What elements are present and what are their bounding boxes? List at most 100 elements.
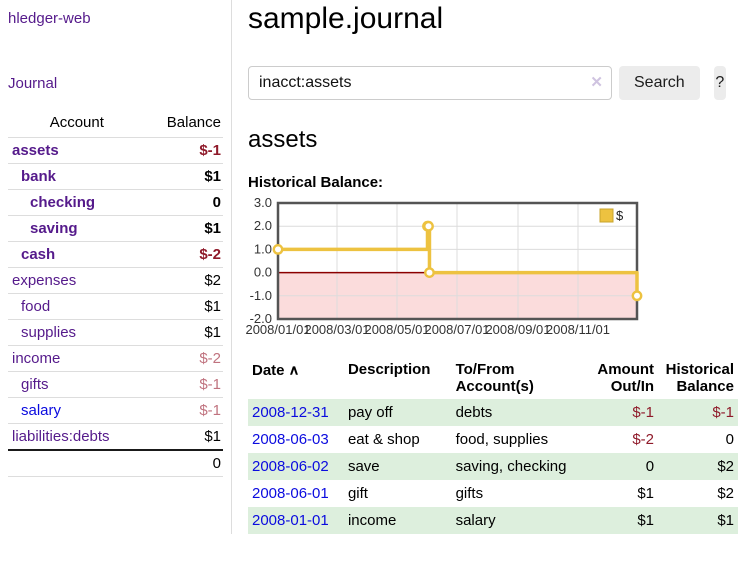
account-balance: $-1 xyxy=(145,397,223,424)
accounts-rows: assets $-1 bank $1 checking 0 saving $1 … xyxy=(8,137,223,451)
account-balance: $1 xyxy=(145,293,223,320)
transaction-accounts: salary xyxy=(455,512,496,529)
search-bar: ✕ Search ? xyxy=(248,66,726,100)
accounts-header-account: Account xyxy=(8,110,146,138)
account-balance: $1 xyxy=(145,163,223,190)
register-rows: 2008-12-31 pay off debts $-1 $-1 2008-06… xyxy=(248,399,738,534)
account-link[interactable]: expenses xyxy=(12,272,77,289)
clear-search-icon[interactable]: ✕ xyxy=(590,74,603,91)
transaction-date-link[interactable]: 2008-12-31 xyxy=(252,404,329,421)
svg-text:3.0: 3.0 xyxy=(254,195,272,210)
account-balance: $2 xyxy=(145,267,223,294)
transaction-accounts: gifts xyxy=(455,485,484,502)
transaction-accounts: food, supplies xyxy=(455,431,549,448)
help-button[interactable]: ? xyxy=(713,66,726,100)
svg-text:-1.0: -1.0 xyxy=(250,288,272,303)
historical-balance-chart[interactable]: $3.0 2.0 1.0 0.0 -1.0 -2.0 2008/01/01 2008/03/0… xyxy=(245,195,726,343)
account-link[interactable]: salary xyxy=(21,402,62,419)
account-row: supplies $1 xyxy=(8,319,223,346)
accounts-header-row: Account Balance xyxy=(8,110,223,138)
register-header-row: Date ∧ Description To/From Account(s) Amo… xyxy=(248,357,738,399)
register-header-date[interactable]: Date ∧ xyxy=(252,362,300,379)
account-row: liabilities:debts $1 xyxy=(8,424,223,451)
account-link[interactable]: saving xyxy=(30,220,78,237)
register-header-description: Description xyxy=(347,361,431,378)
transaction-date-link[interactable]: 2008-06-03 xyxy=(252,431,329,448)
account-link[interactable]: cash xyxy=(21,246,56,263)
account-heading: assets xyxy=(248,126,318,153)
account-row: saving $1 xyxy=(8,215,223,242)
register-table: Date ∧ Description To/From Account(s) Amo… xyxy=(248,357,738,534)
account-link[interactable]: bank xyxy=(21,168,57,185)
account-row: salary $-1 xyxy=(8,397,223,424)
table-row: 2008-06-03 eat & shop food, supplies $-2… xyxy=(248,426,738,453)
transaction-date-link[interactable]: 2008-06-02 xyxy=(252,458,329,475)
account-row: assets $-1 xyxy=(8,137,223,164)
account-row: cash $-2 xyxy=(8,241,223,268)
transaction-balance: $-1 xyxy=(712,404,734,421)
svg-text:2.0: 2.0 xyxy=(254,218,272,233)
transaction-balance: 0 xyxy=(725,431,734,448)
account-balance: $-2 xyxy=(145,241,223,268)
account-row: bank $1 xyxy=(8,163,223,190)
svg-text:$: $ xyxy=(616,208,624,223)
register-header-balance: Historical Balance xyxy=(665,361,734,395)
table-row: 2008-06-01 gift gifts $1 $2 xyxy=(248,480,738,507)
search-field-wrap: ✕ xyxy=(248,66,612,100)
transaction-amount: $1 xyxy=(637,512,655,529)
transaction-amount: $-1 xyxy=(632,404,655,421)
account-link[interactable]: food xyxy=(21,298,51,315)
svg-text:1.0: 1.0 xyxy=(254,241,272,256)
accounts-header-balance: Balance xyxy=(145,110,223,138)
transaction-description: save xyxy=(347,458,380,475)
transaction-date-link[interactable]: 2008-01-01 xyxy=(252,512,329,529)
transaction-description: eat & shop xyxy=(347,431,420,448)
svg-text:2008/11/01: 2008/11/01 xyxy=(546,322,610,337)
transaction-description: income xyxy=(347,512,397,529)
transaction-date-link[interactable]: 2008-06-01 xyxy=(252,485,329,502)
search-button[interactable]: Search xyxy=(619,66,700,100)
account-link[interactable]: supplies xyxy=(21,324,77,341)
account-link[interactable]: gifts xyxy=(21,376,49,393)
table-row: 2008-06-02 save saving, checking 0 $2 xyxy=(248,453,738,480)
chart-title: Historical Balance: xyxy=(248,174,384,191)
account-balance: $-1 xyxy=(145,371,223,398)
account-balance: $1 xyxy=(145,215,223,242)
transaction-amount: $1 xyxy=(637,485,655,502)
transaction-balance: $2 xyxy=(717,485,734,502)
sort-asc-icon: ∧ xyxy=(288,362,300,379)
register-header-account: To/From Account(s) xyxy=(455,361,534,395)
transaction-amount: $-2 xyxy=(632,431,655,448)
sidebar-item-journal[interactable]: Journal xyxy=(8,75,58,92)
transaction-accounts: debts xyxy=(455,404,493,421)
account-balance: $-2 xyxy=(145,345,223,372)
transaction-description: pay off xyxy=(347,404,393,421)
svg-text:2008/05/01: 2008/05/01 xyxy=(364,322,429,337)
register-header-amount: Amount Out/In xyxy=(597,361,655,395)
account-row: food $1 xyxy=(8,293,223,320)
table-row: 2008-01-01 income salary $1 $1 xyxy=(248,507,738,534)
svg-text:-2.0: -2.0 xyxy=(250,311,272,326)
transaction-balance: $1 xyxy=(717,512,734,529)
account-row: income $-2 xyxy=(8,345,223,372)
transaction-description: gift xyxy=(347,485,368,502)
account-balance: $1 xyxy=(145,319,223,346)
table-row: 2008-12-31 pay off debts $-1 $-1 xyxy=(248,399,738,426)
svg-text:2008/07/01: 2008/07/01 xyxy=(424,322,489,337)
page: hledger-web Journal Account Balance asse… xyxy=(8,0,738,534)
svg-text:2008/01/01: 2008/01/01 xyxy=(245,322,310,337)
account-balance: $1 xyxy=(204,428,221,445)
page-title: sample.journal xyxy=(248,2,444,35)
account-link[interactable]: liabilities:debts xyxy=(12,428,110,445)
app-title-link[interactable]: hledger-web xyxy=(8,10,91,27)
account-row: expenses $2 xyxy=(8,267,223,294)
account-row: gifts $-1 xyxy=(8,371,223,398)
accounts-table: Account Balance assets $-1 bank $1 check… xyxy=(8,110,223,477)
accounts-total-row: 0 xyxy=(8,449,223,477)
account-link[interactable]: checking xyxy=(30,194,96,211)
account-link[interactable]: income xyxy=(12,350,61,367)
search-input[interactable] xyxy=(248,66,612,100)
account-balance: 0 xyxy=(145,189,223,216)
account-link[interactable]: assets xyxy=(12,142,59,159)
transaction-amount: 0 xyxy=(645,458,655,475)
